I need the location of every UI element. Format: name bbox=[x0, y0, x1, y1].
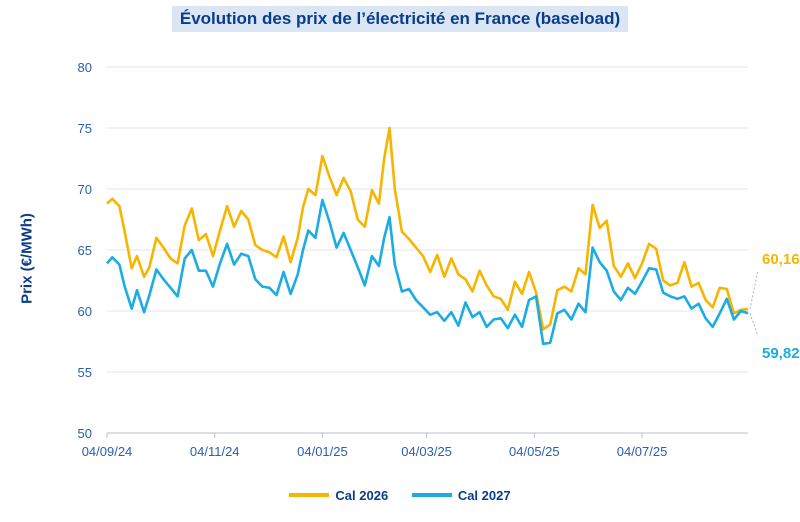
chart-title-wrap: Évolution des prix de l’électricité en F… bbox=[0, 6, 800, 32]
end-label-leader bbox=[749, 313, 759, 337]
end-label-cal-2027: 59,82 bbox=[762, 345, 800, 362]
y-tick-label: 60 bbox=[78, 304, 92, 319]
legend-label-cal-2026: Cal 2026 bbox=[335, 487, 389, 503]
y-tick-label: 80 bbox=[78, 60, 92, 75]
end-label-leader bbox=[749, 269, 759, 310]
chart-title: Évolution des prix de l’électricité en F… bbox=[171, 6, 629, 32]
series-line-cal-2027 bbox=[106, 198, 749, 346]
x-tick-label: 04/01/25 bbox=[297, 444, 348, 459]
series-line-cal-2026 bbox=[106, 126, 749, 331]
x-tick-labels: 04/09/24 04/11/24 04/01/25 04/03/25 04/05/25… bbox=[82, 433, 668, 459]
y-tick-label: 75 bbox=[78, 121, 92, 136]
legend-item-cal-2027: Cal 2027 bbox=[411, 487, 511, 503]
end-labels: 60,16 59,82 bbox=[749, 251, 800, 362]
x-tick-label: 04/03/25 bbox=[401, 444, 452, 459]
x-tick-label: 04/11/24 bbox=[190, 444, 240, 459]
legend-swatch-cal-2026 bbox=[289, 493, 330, 497]
y-tick-label: 70 bbox=[78, 182, 92, 197]
end-label-cal-2026: 60,16 bbox=[762, 251, 800, 268]
series-lines bbox=[106, 126, 749, 346]
legend-item-cal-2026: Cal 2026 bbox=[289, 488, 388, 503]
legend: Cal 2026 Cal 2027 bbox=[0, 485, 800, 503]
legend-swatch-cal-2027 bbox=[411, 493, 452, 497]
y-tick-label: 50 bbox=[78, 426, 92, 441]
legend-label-cal-2027: Cal 2027 bbox=[457, 487, 511, 503]
gridlines bbox=[107, 66, 748, 434]
y-tick-labels: 50 55 60 65 70 75 80 bbox=[78, 60, 92, 441]
x-tick-label: 04/09/24 bbox=[82, 444, 133, 459]
x-tick-label: 04/05/25 bbox=[509, 444, 560, 459]
y-tick-label: 55 bbox=[78, 365, 92, 380]
y-tick-label: 65 bbox=[78, 243, 92, 258]
x-tick-label: 04/07/25 bbox=[617, 444, 668, 459]
